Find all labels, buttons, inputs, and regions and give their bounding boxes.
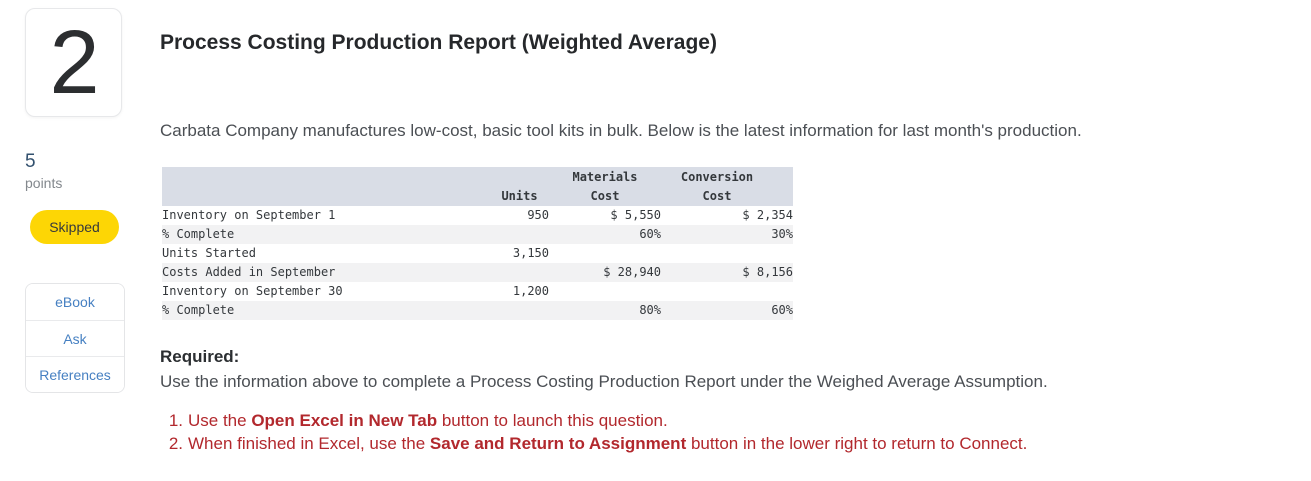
- table-header-label: [162, 167, 490, 206]
- question-number-box: 2: [25, 8, 122, 117]
- toolbox: eBook Ask References: [25, 283, 125, 393]
- table-row: Costs Added in September $ 28,940 $ 8,15…: [162, 263, 793, 282]
- points-label: points: [25, 175, 63, 191]
- instruction-text: When finished in Excel, use the Save and…: [188, 433, 1028, 453]
- table-row: % Complete 60% 30%: [162, 225, 793, 244]
- page-title: Process Costing Production Report (Weigh…: [160, 31, 717, 54]
- instruction-number: 1.: [168, 411, 183, 430]
- toolbox-item-ebook[interactable]: eBook: [26, 284, 124, 320]
- table-header-materials-cost: Materials Cost: [549, 167, 661, 206]
- instruction-text: Use the Open Excel in New Tab button to …: [188, 411, 668, 430]
- production-data-table: Units Materials Cost Conversion Cost Inv…: [162, 167, 793, 320]
- status-badge: Skipped: [30, 210, 119, 244]
- toolbox-item-references[interactable]: References: [26, 356, 124, 392]
- table-header-row: Units Materials Cost Conversion Cost: [162, 167, 793, 206]
- table-row: Inventory on September 30 1,200: [162, 282, 793, 301]
- launch-instructions: 1. Use the Open Excel in New Tab button …: [160, 410, 1028, 456]
- table-header-conversion-cost: Conversion Cost: [661, 167, 793, 206]
- required-section: Required: Use the information above to c…: [160, 346, 1048, 393]
- table-row: % Complete 80% 60%: [162, 301, 793, 320]
- intro-paragraph: Carbata Company manufactures low-cost, b…: [160, 121, 1082, 140]
- save-return-button-reference: Save and Return to Assignment: [429, 433, 687, 453]
- instruction-item-1: 1. Use the Open Excel in New Tab button …: [160, 410, 1027, 433]
- instruction-number: 2.: [168, 433, 183, 453]
- points-block: 5 points: [25, 151, 62, 192]
- table-row: Inventory on September 1 950 $ 5,550 $ 2…: [162, 206, 793, 225]
- toolbox-item-ask[interactable]: Ask: [26, 320, 124, 356]
- required-text: Use the information above to complete a …: [160, 372, 1048, 391]
- table-row: Units Started 3,150: [162, 244, 793, 263]
- table-header-units: Units: [490, 167, 549, 206]
- open-excel-button-reference: Open Excel in New Tab: [251, 411, 438, 430]
- required-heading: Required:: [160, 347, 240, 366]
- question-number: 2: [49, 12, 99, 113]
- instruction-item-2: 2. When finished in Excel, use the Save …: [160, 433, 1028, 456]
- points-value: 5: [25, 151, 36, 172]
